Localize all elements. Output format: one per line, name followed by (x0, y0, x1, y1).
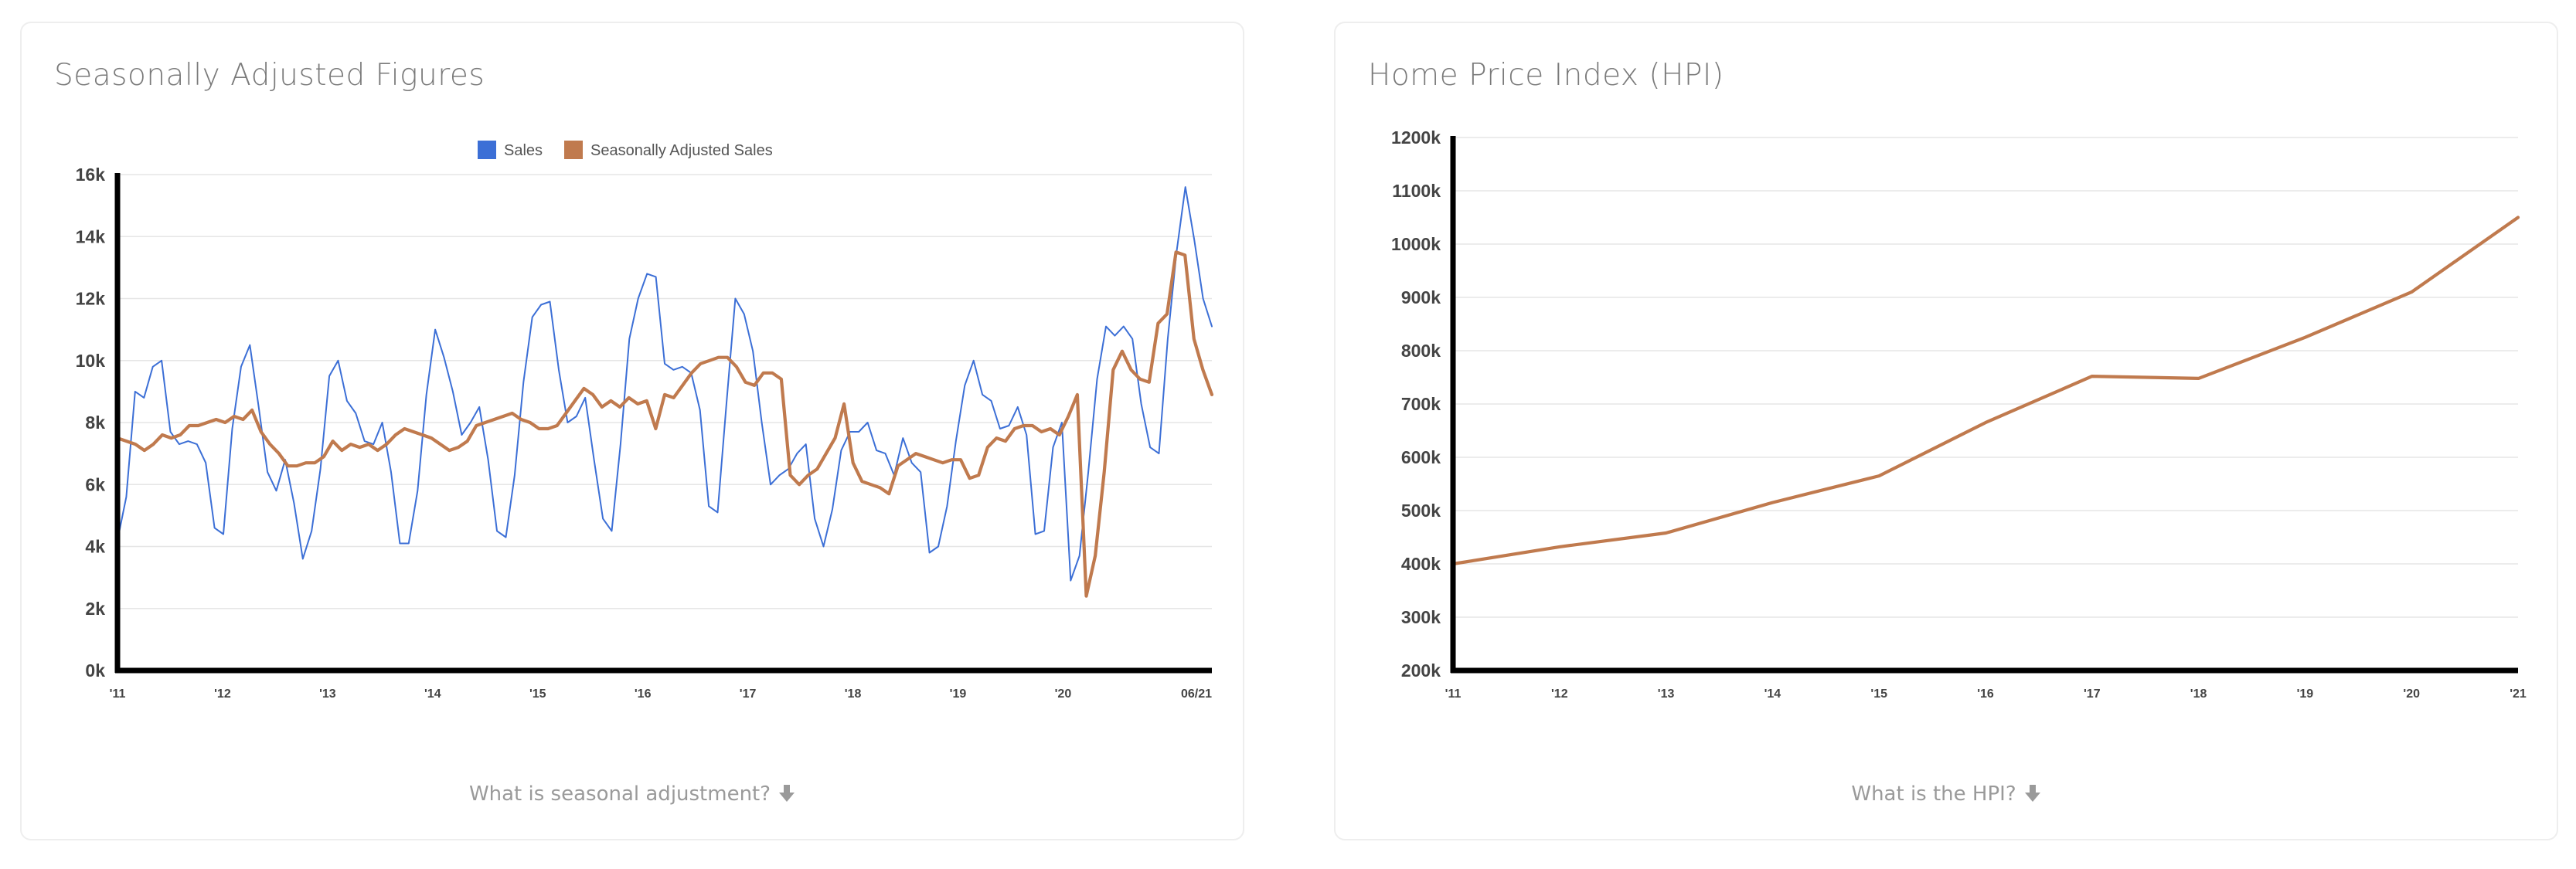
seasonal-adjustment-link-label: What is seasonal adjustment? (468, 782, 771, 806)
card-title: Seasonally Adjusted Figures (54, 58, 485, 93)
x-tick-label: '15 (1870, 687, 1887, 701)
legend-label: Sales (504, 142, 543, 159)
sales-line (117, 186, 1213, 582)
hpi-chart: 200k 300k 400k 500k 600k 700k 800k 900k 1000k 110… (1391, 127, 2527, 701)
x-tick-label: '17 (740, 687, 757, 701)
x-tick-label: 06/21 (1181, 687, 1212, 701)
y-tick-label: 700k (1401, 394, 1441, 414)
x-tick-label: '18 (845, 687, 862, 701)
y-tick-label: 500k (1401, 501, 1441, 521)
x-tick-label: '16 (635, 687, 652, 701)
y-tick-label: 1100k (1392, 181, 1441, 201)
legend-swatch (478, 141, 496, 159)
y-tick-label: 16k (76, 165, 106, 185)
seasonal-adjustment-link[interactable]: What is seasonal adjustment? (22, 782, 1243, 808)
x-tick-label: '20 (2403, 687, 2420, 701)
legend-swatch (564, 141, 583, 159)
x-tick-label: '19 (950, 687, 967, 701)
y-tick-label: 14k (76, 226, 106, 246)
y-tick-label: 6k (85, 474, 105, 494)
seasonal-chart-card: Seasonally Adjusted Figures 0k 2k 4k 6k 8k 10… (20, 22, 1244, 840)
y-tick-label: 8k (85, 412, 105, 433)
y-tick-label: 4k (85, 537, 105, 557)
x-tick-label: '16 (1977, 687, 1994, 701)
x-tick-label: '11 (110, 687, 126, 701)
y-tick-label: 900k (1401, 287, 1441, 307)
hpi-info-link-label: What is the HPI? (1851, 782, 2016, 806)
y-tick-label: 600k (1401, 447, 1441, 467)
x-tick-label: '21 (2510, 687, 2527, 701)
hpi-chart-card: Home Price Index (HPI) 200k 300k 400k 500k 6… (1334, 22, 2558, 840)
y-tick-label: 800k (1401, 341, 1441, 361)
y-tick-label: 1200k (1391, 127, 1441, 148)
x-tick-label: '11 (1445, 687, 1462, 701)
y-tick-label: 1000k (1391, 234, 1441, 254)
x-tick-label: '13 (1658, 687, 1675, 701)
y-tick-label: 10k (76, 351, 106, 371)
x-tick-label: '15 (529, 687, 546, 701)
x-tick-label: '13 (319, 687, 336, 701)
y-tick-label: 400k (1401, 554, 1441, 574)
x-tick-label: '12 (214, 687, 231, 701)
x-tick-label: '20 (1055, 687, 1072, 701)
x-tick-label: '19 (2297, 687, 2314, 701)
y-tick-label: 12k (76, 289, 106, 309)
seasonally-adjusted-sales-line (115, 250, 1214, 598)
series-0-line (1451, 216, 2520, 566)
card-title: Home Price Index (HPI) (1368, 58, 1724, 93)
x-tick-label: '14 (424, 687, 441, 701)
x-tick-label: '17 (2084, 687, 2101, 701)
arrow-down-icon (778, 784, 795, 808)
y-tick-label: 2k (85, 599, 105, 619)
y-tick-label: 200k (1401, 660, 1441, 681)
hpi-info-link[interactable]: What is the HPI? (1336, 782, 2557, 808)
arrow-down-icon (2024, 784, 2041, 808)
y-tick-label: 0k (85, 660, 105, 681)
x-tick-label: '12 (1551, 687, 1568, 701)
legend-label: Seasonally Adjusted Sales (590, 142, 773, 159)
y-tick-label: 300k (1401, 607, 1441, 627)
seasonal-chart: 0k 2k 4k 6k 8k 10k 12k 14k 16k '11 '12 '13 '14 '15 '16… (76, 141, 1214, 701)
x-tick-label: '14 (1764, 687, 1781, 701)
x-tick-label: '18 (2190, 687, 2207, 701)
